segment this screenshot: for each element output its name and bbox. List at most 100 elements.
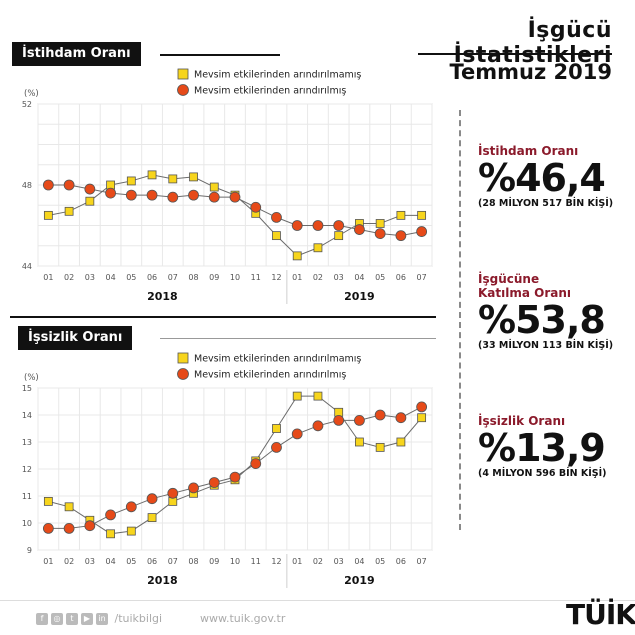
employment-rate-chart: 44 48 52(%) 01 02 03 04 05 06 07 08 09 10 11 12 01 02 03 0…: [22, 68, 433, 304]
x-tick-label: 03: [334, 273, 344, 282]
legend-marker: [177, 68, 189, 80]
data-point: [272, 231, 281, 241]
stat-sub: (33 MİLYON 113 BİN KİŞİ): [478, 340, 614, 351]
data-point: [105, 187, 116, 199]
data-point: [189, 172, 198, 182]
data-point: [84, 183, 96, 195]
data-point: [375, 219, 385, 228]
x-tick-label: 06: [396, 273, 406, 282]
social-handle[interactable]: /tuikbilgi: [114, 612, 163, 625]
data-point: [396, 437, 406, 447]
x-tick-label: 02: [64, 557, 74, 566]
data-point: [208, 191, 220, 203]
x-tick-label: 07: [417, 557, 427, 566]
data-point: [43, 496, 53, 506]
x-tick-label: 02: [64, 273, 74, 282]
data-point: [396, 210, 406, 220]
facebook-icon[interactable]: f: [36, 613, 48, 625]
data-point: [147, 513, 157, 523]
data-point: [250, 201, 262, 213]
data-point: [209, 182, 219, 192]
x-tick-label: 10: [230, 557, 240, 566]
data-point: [147, 170, 157, 180]
data-point: [417, 210, 427, 220]
data-point: [313, 243, 323, 253]
x-tick-label: 12: [271, 557, 281, 566]
data-point: [84, 520, 96, 532]
data-point: [229, 191, 241, 203]
y-tick-label: 13: [22, 438, 32, 447]
title-rule: [418, 53, 612, 55]
y-tick-label: 12: [22, 465, 32, 474]
data-point: [374, 409, 386, 421]
employment-section-tag: İstihdam Oranı: [12, 42, 141, 66]
linkedin-icon[interactable]: in: [96, 613, 108, 625]
youtube-icon[interactable]: ▶: [81, 613, 93, 625]
data-point: [42, 522, 54, 534]
data-point: [416, 401, 428, 413]
x-tick-label: 10: [230, 273, 240, 282]
stat-label: İşgücüne: [478, 272, 540, 286]
section-rule: [160, 54, 280, 56]
x-tick-label: 05: [375, 557, 385, 566]
x-tick-label: 05: [126, 273, 136, 282]
data-point: [333, 220, 345, 231]
data-point: [312, 420, 324, 432]
y-tick-label: 44: [22, 262, 32, 271]
data-point: [125, 501, 137, 513]
x-tick-label: 03: [85, 273, 95, 282]
y-tick-label: 14: [22, 411, 32, 420]
data-point: [63, 179, 75, 191]
data-point: [271, 211, 282, 223]
data-point: [146, 189, 158, 201]
x-tick-label: 12: [271, 273, 281, 282]
footer-rule: [0, 600, 635, 601]
data-point: [167, 487, 179, 499]
x-tick-label: 03: [334, 557, 344, 566]
legend-label: Mevsim etkilerinden arındırılmış: [194, 86, 346, 97]
y-tick-label: 15: [22, 384, 32, 393]
data-point: [42, 179, 54, 191]
x-tick-label: 01: [292, 557, 302, 566]
section-divider: [10, 316, 436, 318]
x-tick-label: 08: [188, 273, 198, 282]
data-point: [395, 412, 407, 424]
x-tick-label: 05: [375, 273, 385, 282]
stat-employment: İstihdam Oranı %46,4 (28 MİLYON 517 BİN …: [478, 144, 613, 210]
footer-website[interactable]: www.tuik.gov.tr: [200, 612, 286, 625]
data-point: [395, 230, 407, 242]
data-point: [64, 502, 74, 512]
data-point: [125, 189, 137, 201]
x-tick-label: 06: [396, 557, 406, 566]
legend-label: Mevsim etkilerinden arındırılmamış: [194, 354, 361, 365]
x-tick-label: 04: [105, 273, 115, 282]
data-point: [312, 220, 324, 231]
stat-value: %53,8: [478, 298, 606, 342]
unemployment-section-tag: İşsizlik Oranı: [18, 326, 133, 350]
y-tick-label: 11: [22, 492, 32, 501]
data-point: [334, 231, 344, 241]
data-point: [64, 206, 74, 216]
year-label: 2019: [344, 574, 375, 587]
data-point: [374, 228, 386, 240]
data-point: [292, 251, 302, 261]
data-point: [126, 526, 136, 536]
data-point: [188, 189, 199, 201]
data-point: [250, 458, 262, 469]
x-tick-label: 03: [85, 557, 95, 566]
data-point: [375, 443, 385, 452]
legend-marker: [177, 352, 189, 364]
x-tick-label: 02: [313, 557, 323, 566]
x-tick-label: 07: [168, 557, 178, 566]
instagram-icon[interactable]: ◎: [51, 613, 63, 625]
data-point: [105, 509, 116, 521]
twitter-icon[interactable]: t: [66, 613, 78, 625]
data-point: [106, 529, 115, 539]
data-point: [291, 428, 303, 440]
x-tick-label: 06: [147, 273, 157, 282]
data-point: [188, 482, 199, 494]
year-label: 2019: [344, 290, 375, 303]
data-point: [146, 493, 158, 505]
x-tick-label: 11: [251, 273, 261, 282]
stat-label: İstihdam Oranı: [478, 144, 579, 158]
